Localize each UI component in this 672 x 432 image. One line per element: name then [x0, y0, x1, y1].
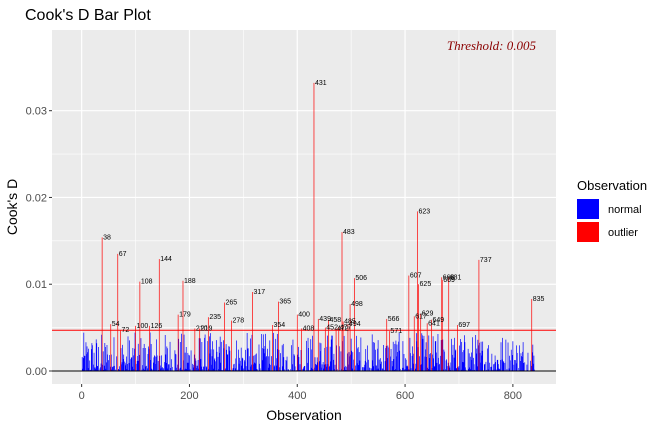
bars [81, 82, 535, 371]
obs-label: 408 [303, 325, 315, 332]
obs-label: 737 [480, 257, 492, 264]
obs-label: 439 [319, 316, 331, 323]
obs-label: 566 [388, 316, 400, 323]
grid-lines [52, 30, 556, 384]
obs-label: 400 [298, 312, 310, 319]
obs-label: 649 [432, 317, 444, 324]
obs-label: 38 [103, 234, 111, 241]
y-tick-label: 0.00 [26, 366, 47, 378]
x-axis-title: Observation [266, 407, 341, 423]
obs-label: 506 [355, 275, 367, 282]
obs-label: 681 [450, 274, 462, 281]
plot-panel [52, 30, 556, 384]
obs-label: 623 [418, 208, 430, 215]
obs-label: 108 [141, 279, 153, 286]
legend: Observation normal outlier [577, 178, 647, 242]
obs-label: 669 [443, 277, 455, 284]
obs-label: 485 [344, 319, 356, 326]
chart-title: Cook's D Bar Plot [25, 7, 151, 24]
obs-label: 629 [422, 311, 434, 318]
obs-label: 494 [349, 321, 361, 328]
legend-label-outlier: outlier [608, 227, 638, 239]
obs-label: 235 [209, 314, 221, 321]
obs-label: 617 [415, 313, 427, 320]
obs-label: 668 [443, 274, 455, 281]
obs-label: 265 [225, 299, 237, 306]
obs-label: 219 [201, 325, 213, 332]
obs-label: 179 [179, 312, 191, 319]
obs-label: 477 [340, 325, 352, 332]
y-axis-ticks: 0.00 0.01 0.02 0.03 [26, 106, 52, 378]
obs-label: 354 [273, 322, 285, 329]
obs-label: 571 [390, 328, 402, 335]
y-tick-label: 0.01 [26, 279, 47, 291]
y-tick-label: 0.02 [26, 192, 47, 204]
y-tick-label: 0.03 [26, 106, 47, 118]
obs-label: 365 [279, 299, 291, 306]
x-tick-label: 400 [288, 390, 306, 402]
obs-label: 607 [410, 273, 422, 280]
obs-label: 67 [119, 251, 127, 258]
legend-key-normal [577, 199, 599, 219]
legend-title: Observation [577, 178, 647, 193]
obs-label: 72 [121, 327, 129, 334]
obs-label: 452 [326, 325, 338, 332]
obs-label: 278 [232, 318, 244, 325]
obs-label: 625 [420, 281, 432, 288]
obs-label: 317 [254, 289, 266, 296]
legend-key-outlier [577, 222, 599, 242]
obs-label: 483 [343, 229, 355, 236]
y-axis-title: Cook's D [4, 179, 20, 235]
obs-label: 144 [160, 256, 172, 263]
legend-label-normal: normal [608, 204, 642, 216]
x-tick-label: 200 [180, 390, 198, 402]
obs-label: 210 [196, 325, 208, 332]
obs-label: 641 [428, 320, 440, 327]
obs-label: 697 [458, 322, 470, 329]
obs-label: 100 [137, 323, 149, 330]
obs-label: 126 [151, 323, 163, 330]
obs-label: 54 [112, 321, 120, 328]
x-tick-label: 800 [504, 390, 522, 402]
obs-label: 188 [184, 278, 196, 285]
x-tick-label: 0 [79, 390, 85, 402]
x-tick-label: 600 [396, 390, 414, 402]
x-axis-ticks: 0 200 400 600 800 [79, 384, 522, 402]
obs-label: 431 [315, 80, 327, 87]
obs-label: 498 [351, 301, 363, 308]
obs-label: 835 [533, 296, 545, 303]
threshold-label: Threshold: 0.005 [447, 38, 537, 53]
obs-label: 458 [330, 317, 342, 324]
obs-label: 472 [337, 325, 349, 332]
